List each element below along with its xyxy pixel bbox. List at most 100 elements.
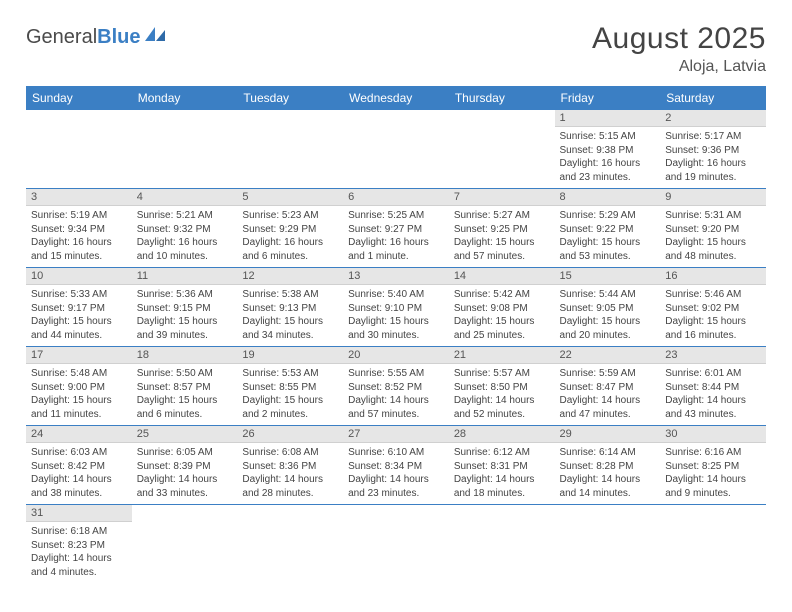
sunset-text: Sunset: 9:10 PM xyxy=(348,302,444,316)
calendar-cell: 15Sunrise: 5:44 AMSunset: 9:05 PMDayligh… xyxy=(555,268,661,347)
daylight-text: Daylight: 16 hours and 15 minutes. xyxy=(31,236,127,263)
day-body: Sunrise: 6:03 AMSunset: 8:42 PMDaylight:… xyxy=(26,443,132,504)
sunset-text: Sunset: 9:22 PM xyxy=(560,223,656,237)
day-body: Sunrise: 5:59 AMSunset: 8:47 PMDaylight:… xyxy=(555,364,661,425)
day-number: 14 xyxy=(449,268,555,285)
sunset-text: Sunset: 8:25 PM xyxy=(665,460,761,474)
sunset-text: Sunset: 8:47 PM xyxy=(560,381,656,395)
calendar-cell: .. xyxy=(555,505,661,584)
sunrise-text: Sunrise: 6:03 AM xyxy=(31,446,127,460)
day-number: 5 xyxy=(237,189,343,206)
calendar-cell: 2Sunrise: 5:17 AMSunset: 9:36 PMDaylight… xyxy=(660,110,766,189)
calendar-cell: 25Sunrise: 6:05 AMSunset: 8:39 PMDayligh… xyxy=(132,426,238,505)
calendar-cell: 20Sunrise: 5:55 AMSunset: 8:52 PMDayligh… xyxy=(343,347,449,426)
calendar-body: ..........1Sunrise: 5:15 AMSunset: 9:38 … xyxy=(26,110,766,583)
day-body: Sunrise: 5:29 AMSunset: 9:22 PMDaylight:… xyxy=(555,206,661,267)
day-body: Sunrise: 5:27 AMSunset: 9:25 PMDaylight:… xyxy=(449,206,555,267)
daylight-text: Daylight: 16 hours and 10 minutes. xyxy=(137,236,233,263)
day-header: Thursday xyxy=(449,86,555,110)
day-body: Sunrise: 5:44 AMSunset: 9:05 PMDaylight:… xyxy=(555,285,661,346)
day-number: 6 xyxy=(343,189,449,206)
day-number: 18 xyxy=(132,347,238,364)
calendar-cell: 8Sunrise: 5:29 AMSunset: 9:22 PMDaylight… xyxy=(555,189,661,268)
calendar-cell: 30Sunrise: 6:16 AMSunset: 8:25 PMDayligh… xyxy=(660,426,766,505)
day-number: 9 xyxy=(660,189,766,206)
day-number: 4 xyxy=(132,189,238,206)
day-number: 11 xyxy=(132,268,238,285)
daylight-text: Daylight: 16 hours and 6 minutes. xyxy=(242,236,338,263)
day-body: Sunrise: 5:50 AMSunset: 8:57 PMDaylight:… xyxy=(132,364,238,425)
sunset-text: Sunset: 9:20 PM xyxy=(665,223,761,237)
day-body: Sunrise: 6:10 AMSunset: 8:34 PMDaylight:… xyxy=(343,443,449,504)
day-body: Sunrise: 5:57 AMSunset: 8:50 PMDaylight:… xyxy=(449,364,555,425)
sunset-text: Sunset: 8:28 PM xyxy=(560,460,656,474)
sunrise-text: Sunrise: 5:33 AM xyxy=(31,288,127,302)
day-number: 8 xyxy=(555,189,661,206)
logo: GeneralBlue xyxy=(26,22,167,49)
day-number: 30 xyxy=(660,426,766,443)
sunrise-text: Sunrise: 5:29 AM xyxy=(560,209,656,223)
sunset-text: Sunset: 9:00 PM xyxy=(31,381,127,395)
sunrise-text: Sunrise: 5:48 AM xyxy=(31,367,127,381)
calendar-header-row: SundayMondayTuesdayWednesdayThursdayFrid… xyxy=(26,86,766,110)
daylight-text: Daylight: 14 hours and 38 minutes. xyxy=(31,473,127,500)
daylight-text: Daylight: 15 hours and 2 minutes. xyxy=(242,394,338,421)
location: Aloja, Latvia xyxy=(592,58,766,76)
sunrise-text: Sunrise: 6:05 AM xyxy=(137,446,233,460)
sunrise-text: Sunrise: 5:44 AM xyxy=(560,288,656,302)
day-number: 7 xyxy=(449,189,555,206)
sunset-text: Sunset: 9:25 PM xyxy=(454,223,550,237)
sunrise-text: Sunrise: 5:36 AM xyxy=(137,288,233,302)
daylight-text: Daylight: 15 hours and 44 minutes. xyxy=(31,315,127,342)
calendar-cell: 17Sunrise: 5:48 AMSunset: 9:00 PMDayligh… xyxy=(26,347,132,426)
sunset-text: Sunset: 8:23 PM xyxy=(31,539,127,553)
calendar-cell: 19Sunrise: 5:53 AMSunset: 8:55 PMDayligh… xyxy=(237,347,343,426)
day-number: 28 xyxy=(449,426,555,443)
sunrise-text: Sunrise: 5:31 AM xyxy=(665,209,761,223)
calendar-cell: 16Sunrise: 5:46 AMSunset: 9:02 PMDayligh… xyxy=(660,268,766,347)
sail-icon xyxy=(145,27,167,48)
sunset-text: Sunset: 8:44 PM xyxy=(665,381,761,395)
calendar-cell: 18Sunrise: 5:50 AMSunset: 8:57 PMDayligh… xyxy=(132,347,238,426)
daylight-text: Daylight: 14 hours and 52 minutes. xyxy=(454,394,550,421)
sunrise-text: Sunrise: 5:21 AM xyxy=(137,209,233,223)
day-number: 22 xyxy=(555,347,661,364)
calendar-cell: .. xyxy=(449,110,555,189)
day-body: Sunrise: 6:05 AMSunset: 8:39 PMDaylight:… xyxy=(132,443,238,504)
calendar-cell: 23Sunrise: 6:01 AMSunset: 8:44 PMDayligh… xyxy=(660,347,766,426)
logo-word2: Blue xyxy=(97,26,140,48)
day-number: 15 xyxy=(555,268,661,285)
logo-word1: General xyxy=(26,26,97,48)
title-block: August 2025 Aloja, Latvia xyxy=(592,22,766,76)
sunrise-text: Sunrise: 5:15 AM xyxy=(560,130,656,144)
daylight-text: Daylight: 16 hours and 19 minutes. xyxy=(665,157,761,184)
calendar-cell: .. xyxy=(660,505,766,584)
day-body: Sunrise: 5:17 AMSunset: 9:36 PMDaylight:… xyxy=(660,127,766,188)
day-number: 23 xyxy=(660,347,766,364)
daylight-text: Daylight: 14 hours and 57 minutes. xyxy=(348,394,444,421)
sunset-text: Sunset: 8:42 PM xyxy=(31,460,127,474)
sunset-text: Sunset: 8:31 PM xyxy=(454,460,550,474)
daylight-text: Daylight: 14 hours and 18 minutes. xyxy=(454,473,550,500)
calendar-cell: 21Sunrise: 5:57 AMSunset: 8:50 PMDayligh… xyxy=(449,347,555,426)
sunrise-text: Sunrise: 5:57 AM xyxy=(454,367,550,381)
day-body: Sunrise: 6:16 AMSunset: 8:25 PMDaylight:… xyxy=(660,443,766,504)
sunrise-text: Sunrise: 5:17 AM xyxy=(665,130,761,144)
daylight-text: Daylight: 16 hours and 1 minute. xyxy=(348,236,444,263)
calendar-cell: 6Sunrise: 5:25 AMSunset: 9:27 PMDaylight… xyxy=(343,189,449,268)
day-body: Sunrise: 6:18 AMSunset: 8:23 PMDaylight:… xyxy=(26,522,132,583)
daylight-text: Daylight: 15 hours and 48 minutes. xyxy=(665,236,761,263)
logo-text: GeneralBlue xyxy=(26,26,141,49)
sunrise-text: Sunrise: 5:19 AM xyxy=(31,209,127,223)
day-number: 20 xyxy=(343,347,449,364)
sunset-text: Sunset: 8:52 PM xyxy=(348,381,444,395)
day-body: Sunrise: 5:55 AMSunset: 8:52 PMDaylight:… xyxy=(343,364,449,425)
sunrise-text: Sunrise: 6:14 AM xyxy=(560,446,656,460)
daylight-text: Daylight: 15 hours and 57 minutes. xyxy=(454,236,550,263)
calendar-cell: 28Sunrise: 6:12 AMSunset: 8:31 PMDayligh… xyxy=(449,426,555,505)
day-body: Sunrise: 6:01 AMSunset: 8:44 PMDaylight:… xyxy=(660,364,766,425)
day-header: Sunday xyxy=(26,86,132,110)
sunset-text: Sunset: 9:02 PM xyxy=(665,302,761,316)
sunset-text: Sunset: 9:34 PM xyxy=(31,223,127,237)
sunrise-text: Sunrise: 5:27 AM xyxy=(454,209,550,223)
